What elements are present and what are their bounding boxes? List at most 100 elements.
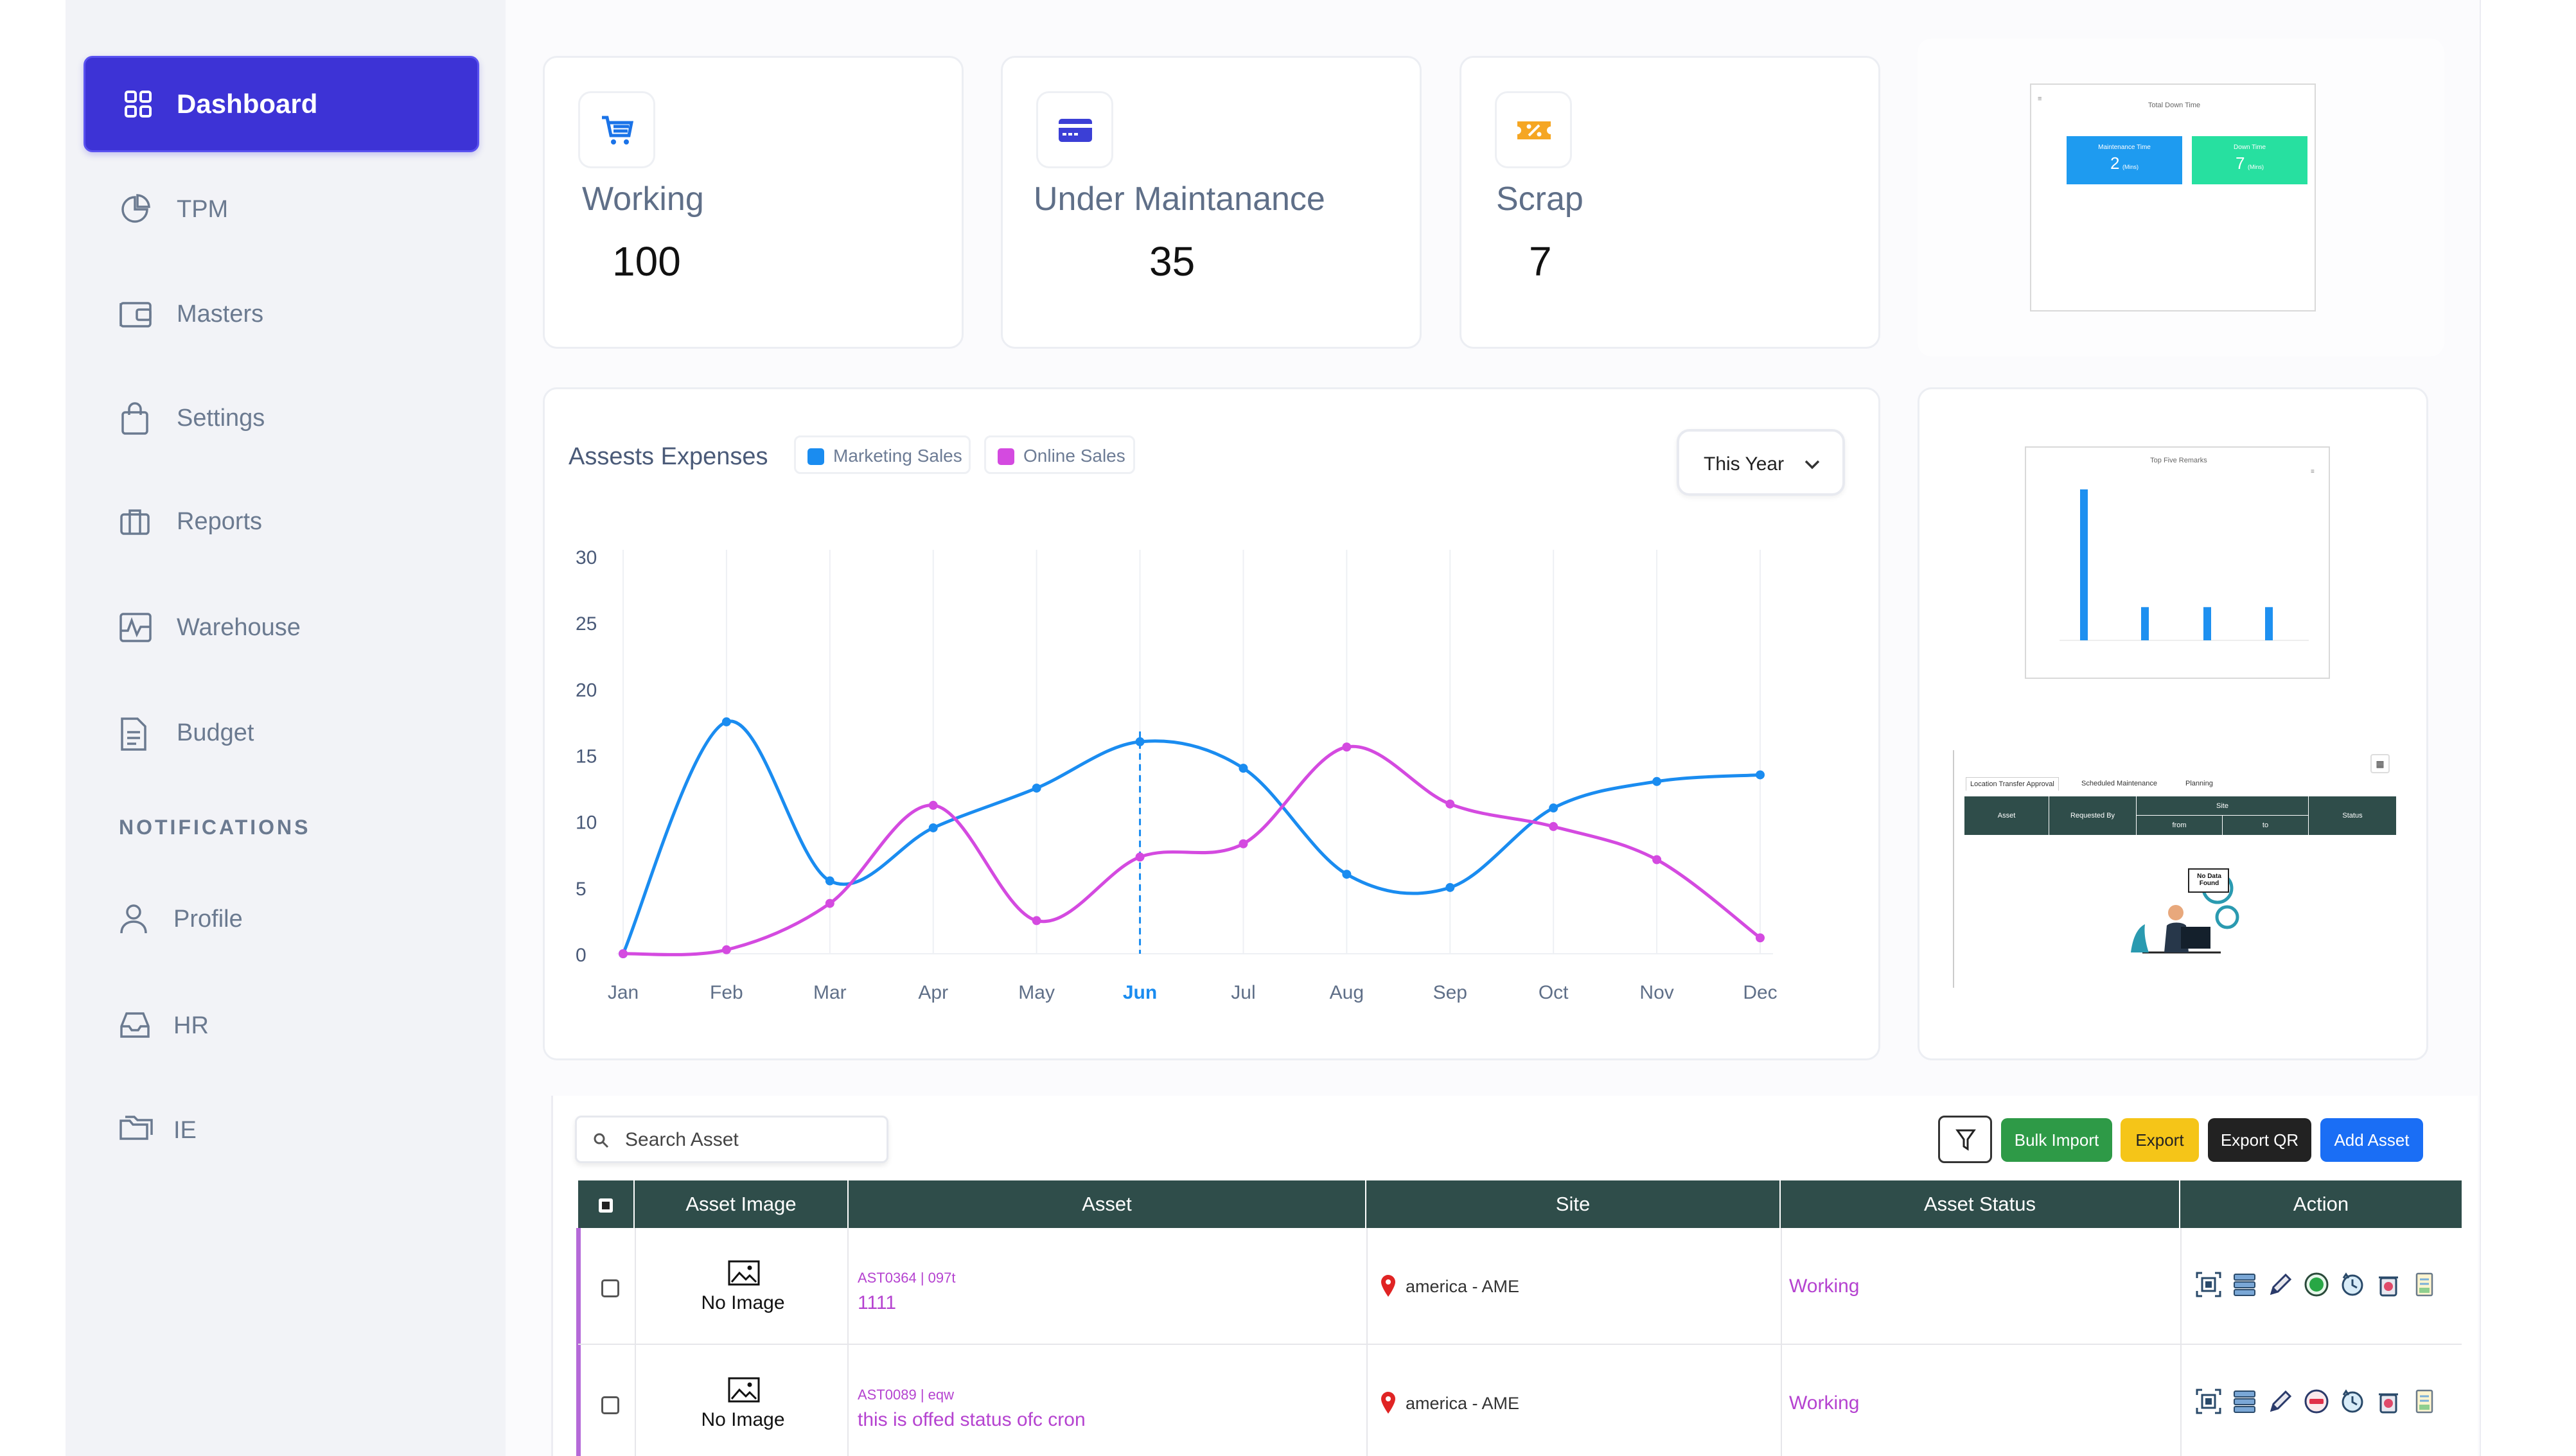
select-all-header	[578, 1180, 635, 1228]
filter-icon	[1955, 1128, 1976, 1152]
data-point	[1652, 855, 1662, 864]
transfer-table-header: Asset Requested By Site from to Status	[1964, 796, 2396, 835]
y-tick-label: 10	[576, 812, 597, 834]
x-tick-label: Sep	[1433, 982, 1467, 1003]
stat-card-scrap: Scrap 7	[1460, 56, 1880, 349]
col-asset-status: Asset Status	[1781, 1180, 2180, 1228]
qr-code-icon[interactable]	[2196, 1272, 2221, 1297]
legend-marketing-sales[interactable]: Marketing Sales	[794, 435, 971, 474]
bar	[2203, 607, 2211, 640]
user-icon	[119, 903, 148, 935]
transfer-col-site: Site	[2137, 796, 2309, 816]
edit-pencil-icon[interactable]	[2268, 1272, 2293, 1297]
tab-location-transfer[interactable]: Location Transfer Approval	[1966, 777, 2059, 791]
sidebar-item-settings[interactable]: Settings	[119, 393, 479, 444]
downtime-widget: ≡ Total Down Time Maintenance Time 2 (Mi…	[2030, 83, 2316, 311]
location-pin-icon	[1380, 1274, 1397, 1297]
transfer-widget: ▦ Location Transfer Approval Scheduled M…	[1953, 750, 2396, 988]
document-stack-icon[interactable]	[2412, 1389, 2437, 1414]
y-tick-label: 5	[576, 879, 587, 900]
inbox-icon	[119, 1010, 151, 1040]
filter-button[interactable]	[1938, 1116, 1992, 1163]
sidebar-item-warehouse[interactable]: Warehouse	[119, 602, 479, 654]
sidebar-item-label: Profile	[173, 906, 243, 933]
history-icon[interactable]	[2340, 1389, 2365, 1414]
no-data-illustration: No Data Found	[2124, 863, 2253, 959]
calendar-icon[interactable]: ▦	[2370, 754, 2390, 773]
stack-icon[interactable]	[2232, 1389, 2257, 1414]
data-point	[1032, 784, 1041, 793]
add-asset-button[interactable]: Add Asset	[2320, 1118, 2423, 1162]
location-pin-icon	[1380, 1391, 1397, 1414]
tab-planning[interactable]: Planning	[2185, 780, 2213, 787]
asset-status: Working	[1789, 1392, 1860, 1414]
checkbox-indeterminate-mark	[602, 1202, 610, 1209]
sidebar-item-masters[interactable]: Masters	[119, 289, 479, 340]
data-point	[1756, 770, 1765, 780]
tab-scheduled-maintenance[interactable]: Scheduled Maintenance	[2081, 780, 2158, 787]
x-tick-label: Feb	[710, 982, 743, 1003]
document-stack-icon[interactable]	[2412, 1272, 2437, 1297]
data-point	[619, 949, 628, 958]
search-icon	[592, 1132, 610, 1150]
stat-title: Scrap	[1496, 180, 1584, 218]
stat-card-under-maintenance: Under Maintanance 35	[1001, 56, 1422, 349]
data-point	[1135, 852, 1145, 862]
row-checkbox[interactable]	[601, 1396, 619, 1414]
sidebar-item-hr[interactable]: HR	[119, 1001, 479, 1052]
y-tick-label: 20	[576, 680, 597, 701]
legend-swatch	[998, 448, 1014, 465]
legend-swatch	[807, 448, 824, 465]
stat-value: 35	[1149, 238, 1195, 285]
history-icon[interactable]	[2340, 1272, 2365, 1297]
export-button[interactable]: Export	[2121, 1118, 2199, 1162]
remarks-title: Top Five Remarks	[2150, 457, 2207, 464]
sidebar-item-reports[interactable]: Reports	[119, 496, 479, 548]
legend-online-sales[interactable]: Online Sales	[984, 435, 1135, 474]
data-point	[928, 823, 938, 832]
sidebar-item-label: TPM	[177, 196, 229, 223]
data-point	[1445, 799, 1455, 809]
status-toggle-icon[interactable]	[2304, 1389, 2329, 1414]
sidebar-item-label: Dashboard	[177, 89, 318, 119]
wallet-icon	[119, 298, 152, 330]
edit-pencil-icon[interactable]	[2268, 1389, 2293, 1414]
sidebar-item-ie[interactable]: IE	[119, 1105, 479, 1157]
right-panel-edge	[2480, 0, 2576, 1456]
sidebar-item-budget[interactable]: Budget	[119, 708, 479, 759]
period-dropdown[interactable]: This Year	[1677, 429, 1845, 496]
period-value: This Year	[1704, 453, 1785, 475]
maintenance-time-value: 2	[2110, 153, 2120, 173]
asset-name-link[interactable]: 1111	[858, 1292, 897, 1313]
status-toggle-icon[interactable]	[2304, 1272, 2329, 1297]
x-tick-label: Jul	[1231, 982, 1255, 1003]
table-row[interactable]: No Image AST0364 | 097t 1111 america - A…	[578, 1228, 2462, 1345]
sidebar-item-tpm[interactable]: TPM	[119, 184, 479, 236]
menu-icon[interactable]: ≡	[2038, 95, 2042, 103]
stat-value: 7	[1529, 238, 1552, 285]
export-qr-button[interactable]: Export QR	[2208, 1118, 2311, 1162]
search-input[interactable]: Search Asset	[575, 1116, 888, 1163]
cart-icon	[578, 91, 655, 168]
bulk-import-button[interactable]: Bulk Import	[2001, 1118, 2112, 1162]
menu-icon[interactable]: ≡	[2311, 468, 2315, 475]
sidebar-item-profile[interactable]: Profile	[119, 894, 479, 945]
table-row[interactable]: No Image AST0089 | eqw this is offed sta…	[578, 1345, 2462, 1456]
asset-name-link[interactable]: this is offed status ofc cron	[858, 1409, 1086, 1430]
asset-image-cell: No Image	[635, 1345, 849, 1456]
row-checkbox[interactable]	[601, 1279, 619, 1297]
delete-icon[interactable]	[2376, 1272, 2401, 1297]
image-placeholder-icon	[728, 1377, 760, 1403]
stack-icon[interactable]	[2232, 1272, 2257, 1297]
maintenance-time-tile: Maintenance Time 2 (Mins)	[2067, 136, 2182, 184]
shopping-bag-icon	[119, 402, 151, 435]
x-tick-label: Nov	[1639, 982, 1673, 1003]
asset-code: AST0089 | eqw	[858, 1387, 955, 1403]
top-remarks-widget: Top Five Remarks ≡	[2025, 446, 2330, 679]
sidebar-item-dashboard[interactable]: Dashboard	[84, 56, 479, 152]
x-tick-label: Jun	[1123, 982, 1157, 1003]
col-site: Site	[1366, 1180, 1781, 1228]
qr-code-icon[interactable]	[2196, 1389, 2221, 1414]
legend-label: Online Sales	[1023, 446, 1125, 466]
delete-icon[interactable]	[2376, 1389, 2401, 1414]
